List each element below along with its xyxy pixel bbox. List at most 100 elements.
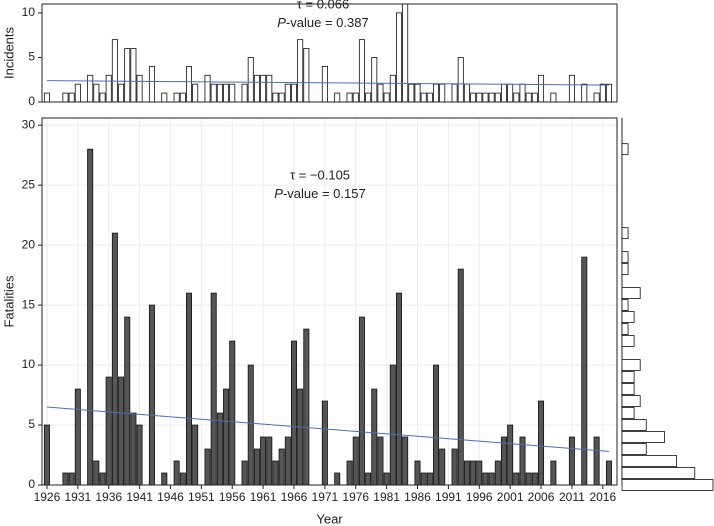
bar — [383, 472, 390, 486]
y-tick-label: 10 — [22, 5, 36, 19]
bar — [371, 57, 378, 103]
bar — [346, 460, 353, 486]
bar — [99, 472, 106, 486]
bar — [105, 74, 112, 103]
bar — [74, 388, 81, 486]
bar — [43, 92, 50, 103]
bar — [284, 83, 291, 103]
y-tick-label: 30 — [22, 117, 36, 131]
bar — [68, 92, 75, 103]
hist-bar — [621, 251, 629, 264]
y-axis-label: Fatalities — [1, 275, 16, 328]
hist-bar — [621, 419, 647, 431]
bar — [334, 92, 341, 103]
bar — [605, 83, 612, 103]
x-tick-label: 1941 — [126, 490, 153, 504]
bar — [593, 436, 600, 486]
hist-bar — [621, 383, 635, 395]
bar — [507, 83, 514, 103]
bar — [118, 83, 125, 103]
bar — [192, 83, 199, 103]
bar — [513, 92, 520, 103]
bar — [389, 74, 396, 103]
bar — [352, 436, 359, 486]
bar — [500, 436, 507, 486]
bar — [297, 388, 304, 486]
hist-bar — [621, 455, 677, 467]
y-tick-label: 0 — [28, 477, 35, 491]
bar — [272, 92, 279, 103]
bar — [210, 83, 217, 103]
bar — [414, 83, 421, 103]
x-tick-label: 1991 — [435, 490, 462, 504]
bar — [476, 92, 483, 103]
bar — [550, 460, 557, 486]
trend-line — [46, 406, 610, 452]
bar — [111, 39, 118, 103]
bar — [192, 424, 199, 486]
bar — [266, 436, 273, 486]
bar — [550, 92, 557, 103]
hist-bar — [621, 443, 647, 455]
hist-bar — [621, 395, 641, 407]
bar — [260, 74, 267, 103]
bar — [426, 92, 433, 103]
bar — [303, 48, 310, 103]
bar — [130, 412, 137, 486]
bar — [185, 292, 192, 486]
bar — [272, 460, 279, 486]
bar — [204, 74, 211, 103]
hist-bar — [621, 311, 635, 323]
bar — [105, 376, 112, 486]
bar — [223, 388, 230, 486]
bar — [420, 472, 427, 486]
bar — [93, 460, 100, 486]
hist-bar — [621, 431, 665, 443]
bar — [451, 448, 458, 486]
bar — [247, 57, 254, 103]
x-tick-label: 1981 — [373, 490, 400, 504]
hist-bar — [621, 227, 629, 240]
hist-bar — [621, 143, 629, 156]
x-tick-label: 1976 — [342, 490, 369, 504]
x-tick-label: 1966 — [281, 490, 308, 504]
bar — [426, 472, 433, 486]
annotation: P-value = 0.387 — [277, 15, 368, 30]
bar — [179, 92, 186, 103]
x-tick-label: 2001 — [497, 490, 524, 504]
bar — [463, 460, 470, 486]
bar — [352, 92, 359, 103]
y-axis-label: Incidents — [1, 26, 16, 79]
bar — [365, 472, 372, 486]
bar — [321, 65, 328, 103]
bar — [451, 83, 458, 103]
bar — [581, 83, 588, 103]
hist-bar — [621, 335, 635, 347]
bar — [297, 39, 304, 103]
bar — [525, 92, 532, 103]
bar — [334, 472, 341, 486]
bar — [99, 92, 106, 103]
hist-bar — [621, 407, 635, 419]
bar — [346, 92, 353, 103]
bar — [531, 92, 538, 103]
bar — [519, 83, 526, 103]
bar — [173, 92, 180, 103]
bar — [365, 92, 372, 103]
bar — [513, 472, 520, 486]
bar — [525, 472, 532, 486]
bar — [414, 460, 421, 486]
bar — [476, 460, 483, 486]
bar — [43, 424, 50, 486]
x-tick-label: 2011 — [559, 490, 585, 504]
bar — [173, 460, 180, 486]
hist-bar — [621, 263, 629, 276]
annotation: τ = −0.105 — [290, 167, 350, 182]
bar — [118, 376, 125, 486]
x-tick-label: 1986 — [404, 490, 431, 504]
x-axis-label: Year — [316, 511, 343, 526]
x-tick-label: 1996 — [466, 490, 493, 504]
bar — [148, 304, 155, 486]
bar — [321, 400, 328, 486]
bar — [62, 92, 69, 103]
